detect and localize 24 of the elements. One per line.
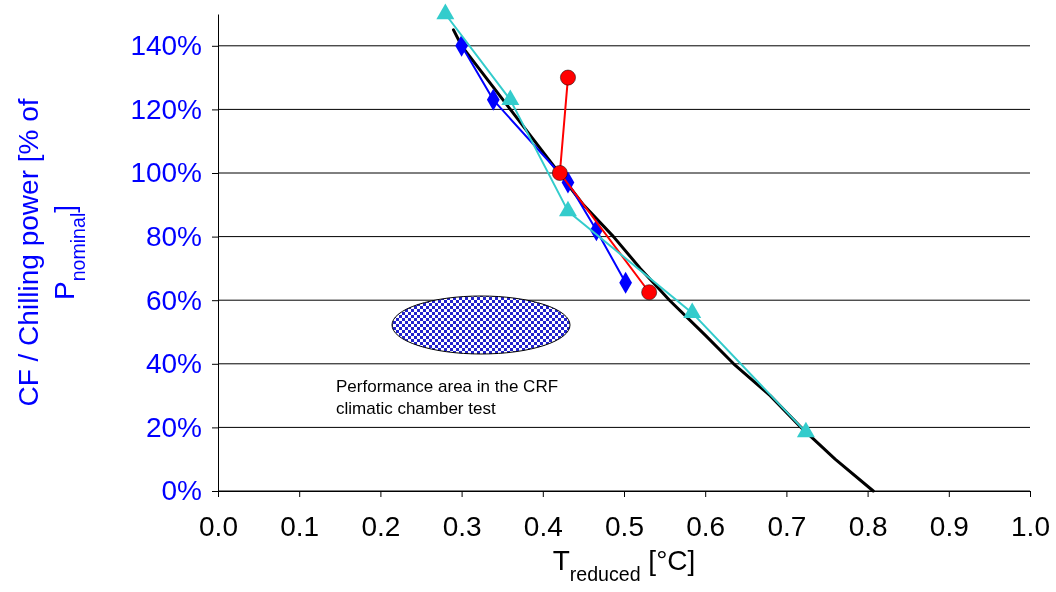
point bbox=[641, 284, 657, 301]
x-axis-title: T$_{reduced}$ [°C] bbox=[552, 545, 696, 585]
x-tick-label: 0.6 bbox=[686, 511, 726, 543]
x-tick-label: 0.3 bbox=[442, 511, 482, 543]
x-tick-label: 0.8 bbox=[848, 511, 888, 543]
point bbox=[560, 69, 576, 86]
annotation: Performance area in the CRF climatic chamber test bbox=[336, 377, 559, 419]
x-tick-label: 1.0 bbox=[1011, 511, 1050, 543]
y-tick-label: 140% bbox=[130, 30, 202, 62]
x-tick-label: 0.5 bbox=[605, 511, 644, 543]
y-tick-label: 60% bbox=[145, 284, 202, 316]
x-tick-label: 0.4 bbox=[523, 511, 563, 543]
y-tick-label: 40% bbox=[145, 348, 202, 380]
y-tick-label: 0% bbox=[161, 475, 202, 507]
y-tick-label: 100% bbox=[130, 157, 202, 189]
y-tick-label: 80% bbox=[145, 221, 202, 253]
x-tick-label: 0.7 bbox=[767, 511, 807, 543]
x-tick-label: 0.9 bbox=[929, 511, 969, 543]
y-tick-label: 120% bbox=[130, 93, 202, 125]
x-tick-label: 0.2 bbox=[361, 511, 401, 543]
x-tick-label: 0.1 bbox=[280, 511, 320, 543]
y-tick-label: 20% bbox=[145, 411, 202, 443]
point bbox=[552, 165, 568, 181]
x-tick-label: 0.0 bbox=[199, 511, 238, 543]
